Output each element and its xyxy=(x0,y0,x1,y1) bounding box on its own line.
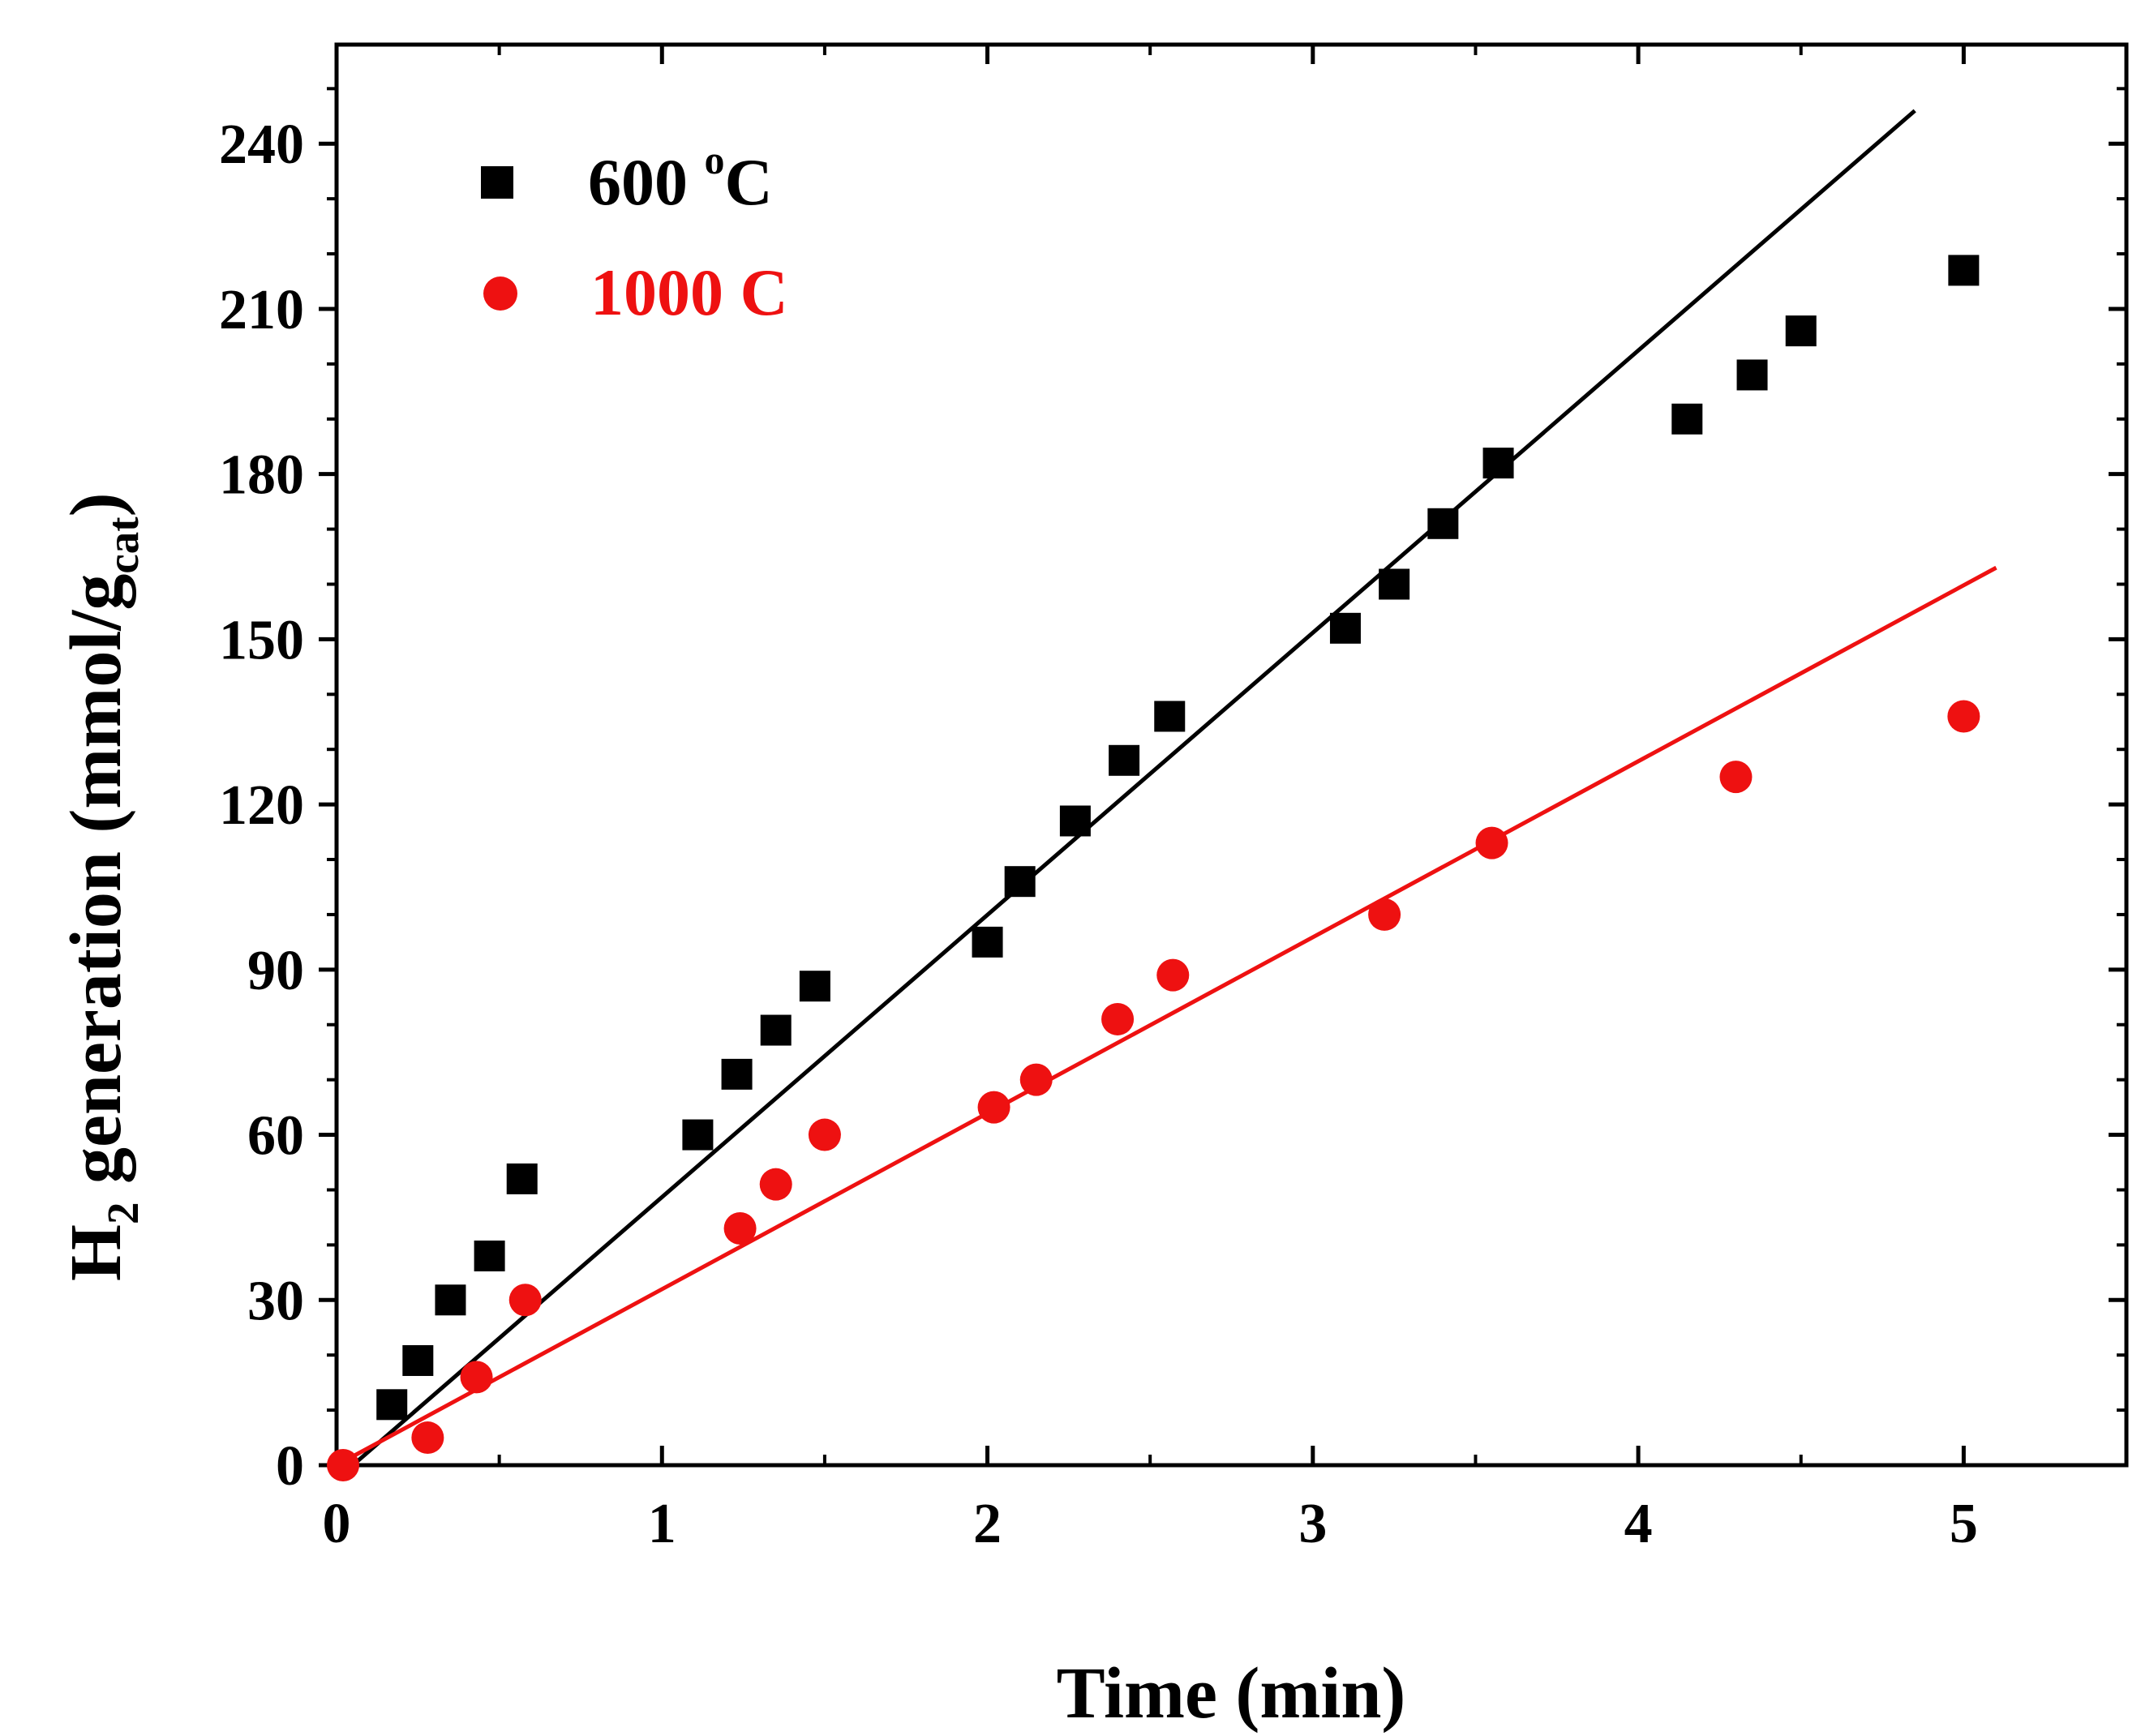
x-tick-label-5: 5 xyxy=(1950,1493,1978,1555)
fit-lines xyxy=(335,109,1997,1468)
y-axis-title-sub-2: 2 xyxy=(98,1202,148,1224)
marker-series-1-point-1 xyxy=(411,1421,444,1455)
marker-series-1-point-11 xyxy=(1368,898,1401,931)
marker-series-0-point-16 xyxy=(1427,508,1459,539)
x-axis-ticks: 0 1 2 3 4 5 xyxy=(323,45,1978,1555)
marker-series-1-point-10 xyxy=(1156,958,1190,992)
marker-series-1-point-7 xyxy=(977,1091,1010,1124)
marker-series-1-point-0 xyxy=(327,1449,360,1481)
marker-series-1-point-13 xyxy=(1719,761,1753,794)
x-tick-label-0: 0 xyxy=(323,1493,351,1555)
minor-ticks xyxy=(327,45,2126,1465)
marker-series-1-point-12 xyxy=(1475,826,1508,859)
fit-line-series-1 xyxy=(335,565,1997,1468)
legend-label-1000c: 1000 C xyxy=(590,255,788,329)
y-tick-label-6: 180 xyxy=(219,444,304,507)
marker-series-0-point-5 xyxy=(682,1119,714,1151)
y-tick-label-0: 0 xyxy=(276,1435,304,1498)
legend-marker-1000c xyxy=(483,276,517,311)
x-tick-label-4: 4 xyxy=(1624,1493,1653,1555)
legend: 600 oC 1000 C xyxy=(481,137,788,329)
marker-series-1-point-9 xyxy=(1101,1002,1135,1035)
y-axis-title: H2 generation (mmol/gcat) xyxy=(56,492,148,1281)
marker-series-0-point-21 xyxy=(1948,255,1980,286)
y-axis-title-h: H xyxy=(56,1224,136,1281)
legend-label-600c-main: 600 xyxy=(588,145,705,219)
y-axis-title-sub-cat: cat xyxy=(98,517,148,574)
marker-series-0-point-2 xyxy=(435,1284,466,1316)
plot-frame xyxy=(334,42,2129,1468)
marker-series-0-point-8 xyxy=(799,971,830,1002)
legend-marker-600c xyxy=(481,166,513,199)
y-axis-ticks: 0 30 60 90 120 150 180 210 240 xyxy=(219,114,2126,1498)
marker-series-0-point-19 xyxy=(1736,359,1768,391)
legend-label-600c-sup: o xyxy=(705,137,725,182)
y-tick-label-4: 120 xyxy=(219,774,304,837)
marker-series-0-point-6 xyxy=(721,1058,753,1090)
marker-series-0-point-7 xyxy=(760,1014,792,1046)
marker-series-0-point-4 xyxy=(506,1163,538,1194)
y-tick-label-3: 90 xyxy=(247,940,304,1002)
y-tick-label-1: 30 xyxy=(247,1270,304,1332)
x-tick-label-1: 1 xyxy=(648,1493,676,1555)
data-markers xyxy=(327,255,1980,1481)
x-tick-label-2: 2 xyxy=(973,1493,1002,1555)
marker-series-1-point-5 xyxy=(759,1168,792,1201)
marker-series-0-point-13 xyxy=(1154,701,1186,732)
y-axis-title-middle: generation (mmol/g xyxy=(56,574,136,1202)
marker-series-0-point-1 xyxy=(402,1344,434,1376)
marker-series-1-point-14 xyxy=(1947,700,1980,733)
y-axis-title-end: ) xyxy=(56,492,136,517)
marker-series-0-point-0 xyxy=(376,1389,408,1421)
marker-series-0-point-10 xyxy=(1004,866,1036,898)
legend-label-600c-end: C xyxy=(725,145,773,219)
y-tick-label-8: 240 xyxy=(219,114,304,176)
x-axis-title: Time (min) xyxy=(1057,1653,1406,1734)
marker-series-0-point-14 xyxy=(1329,612,1361,644)
marker-series-0-point-3 xyxy=(474,1240,505,1271)
legend-label-600c: 600 oC xyxy=(588,137,773,219)
marker-series-0-point-15 xyxy=(1379,568,1410,600)
x-tick-label-3: 3 xyxy=(1298,1493,1327,1555)
marker-series-0-point-17 xyxy=(1482,448,1514,479)
y-tick-label-2: 60 xyxy=(247,1105,304,1168)
marker-series-1-point-8 xyxy=(1019,1063,1053,1096)
y-tick-label-5: 150 xyxy=(219,609,304,671)
marker-series-0-point-11 xyxy=(1059,805,1091,837)
marker-series-0-point-20 xyxy=(1785,315,1817,347)
marker-series-0-point-12 xyxy=(1109,744,1140,776)
marker-series-1-point-3 xyxy=(508,1284,542,1317)
y-tick-label-7: 210 xyxy=(219,279,304,341)
marker-series-0-point-9 xyxy=(972,926,1003,958)
fit-line-series-0 xyxy=(351,109,1916,1467)
marker-series-1-point-4 xyxy=(723,1212,757,1245)
marker-series-1-point-6 xyxy=(808,1118,841,1151)
marker-series-1-point-2 xyxy=(460,1361,493,1394)
marker-series-0-point-18 xyxy=(1671,403,1703,435)
